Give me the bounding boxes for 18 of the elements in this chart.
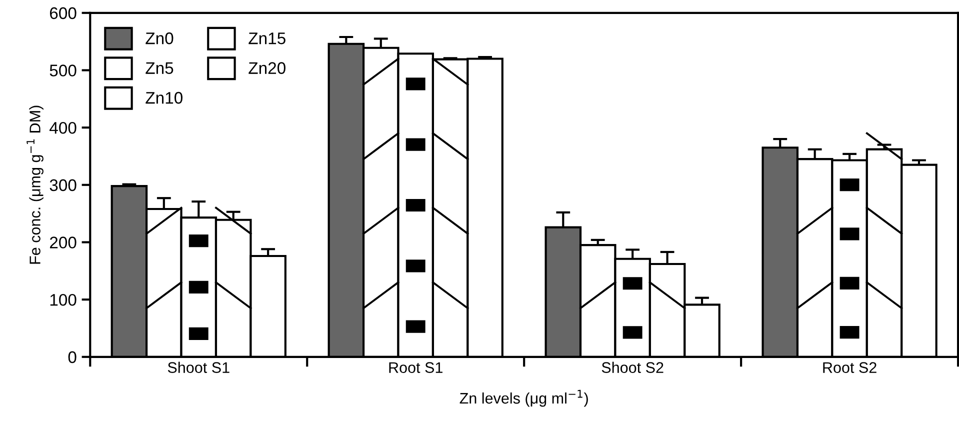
y-tick-label: 0 xyxy=(68,351,76,364)
y-axis-title: Fe conc. (μmg g$^{−1}$ DM) xyxy=(26,106,44,264)
legend-label: Zn20 xyxy=(248,62,286,74)
y-tick-label: 200 xyxy=(50,236,76,248)
y-tick-label: 300 xyxy=(50,179,76,192)
y-tick-label: 600 xyxy=(50,7,76,20)
y-tick-label: 100 xyxy=(50,294,76,306)
x-tick-label: Shoot S2 xyxy=(602,362,664,373)
x-tick-label: Root S2 xyxy=(823,362,876,373)
legend-label: Zn15 xyxy=(248,32,286,44)
legend-label: Zn5 xyxy=(146,62,174,74)
x-tick-label: Shoot S1 xyxy=(168,362,230,373)
legend-label: Zn0 xyxy=(146,32,174,44)
x-axis-title: Zn levels (μg ml$^{−1}$) xyxy=(460,390,588,407)
y-tick-label: 500 xyxy=(50,64,76,76)
x-tick-label: Root S1 xyxy=(389,362,442,373)
legend-label: Zn10 xyxy=(146,92,182,104)
y-tick-label: 400 xyxy=(50,122,76,134)
